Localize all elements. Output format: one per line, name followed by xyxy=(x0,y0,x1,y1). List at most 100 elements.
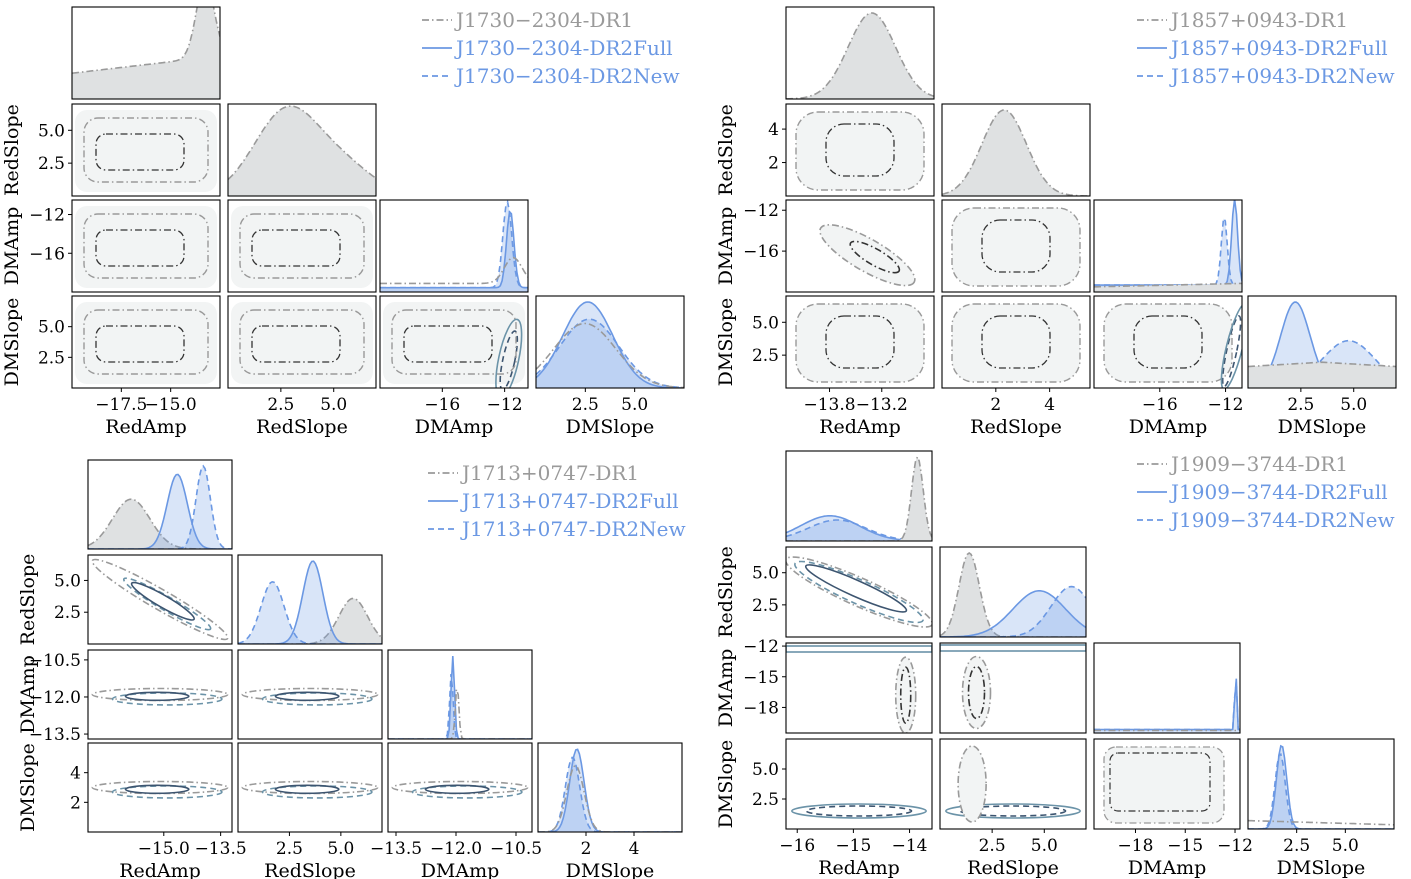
row-axis-label: DMAmp xyxy=(17,655,39,734)
x-tick-label: 2.5 xyxy=(1283,836,1310,856)
legend-entry: J1730−2304-DR1 xyxy=(454,8,633,32)
x-tick-label: 5.0 xyxy=(1340,395,1367,415)
subplot-DMAmp-DMAmp xyxy=(387,649,533,740)
y-tick-label: −12 xyxy=(743,637,779,657)
column-axis-label: RedAmp xyxy=(105,416,187,438)
x-tick-label: −16 xyxy=(424,395,460,415)
row-axis-label: RedSlope xyxy=(1,104,23,196)
subplot-RedSlope-DMSlope xyxy=(237,742,383,833)
x-tick-label: 5.0 xyxy=(327,839,354,859)
subplot-RedAmp-RedAmp xyxy=(87,459,233,550)
y-tick-label: 2.5 xyxy=(752,790,779,810)
subplot-DMAmp-DMSlope xyxy=(387,742,533,833)
subplot-RedSlope-DMSlope xyxy=(939,738,1087,830)
column-axis-label: RedSlope xyxy=(970,416,1062,438)
subplot-RedAmp-RedAmp xyxy=(71,6,221,100)
column-axis-label: DMAmp xyxy=(1128,857,1207,879)
y-tick-label: −13.5 xyxy=(29,725,81,745)
subplot-RedAmp-DMAmp xyxy=(785,642,933,734)
subplot-RedSlope-DMAmp xyxy=(227,199,377,293)
subplot-RedAmp-RedSlope xyxy=(785,546,933,638)
x-tick-label: 2 xyxy=(581,839,592,859)
y-tick-label: 5.0 xyxy=(752,760,779,780)
y-tick-label: −16 xyxy=(743,242,779,262)
subplot-RedAmp-RedAmp xyxy=(785,6,935,100)
y-tick-label: 2 xyxy=(70,793,81,813)
x-tick-label: 5.0 xyxy=(621,395,648,415)
subplot-RedSlope-DMAmp xyxy=(237,649,383,740)
subplot-RedSlope-RedSlope xyxy=(941,103,1091,197)
x-tick-label: −16 xyxy=(1142,395,1178,415)
x-tick-label: 5.0 xyxy=(1031,836,1058,856)
x-tick-label: −12.0 xyxy=(430,839,482,859)
legend-entry: J1909−3744-DR2New xyxy=(1169,508,1395,532)
subplot-DMSlope-DMSlope xyxy=(537,742,683,833)
legend-entry: J1857+0943-DR1 xyxy=(1169,8,1348,32)
x-tick-label: −12 xyxy=(1208,395,1244,415)
x-tick-label: 4 xyxy=(629,839,640,859)
legend-entry: J1713+0747-DR2Full xyxy=(460,489,679,513)
corner-panel-J1909-3744: 2.55.0RedSlope−18−15−12DMAmp2.55.0DMSlop… xyxy=(715,450,1395,879)
x-tick-label: 5.0 xyxy=(320,395,347,415)
column-axis-label: DMAmp xyxy=(1129,416,1208,438)
y-tick-label: 5.0 xyxy=(752,564,779,584)
x-tick-label: −14 xyxy=(892,836,928,856)
subplot-RedSlope-DMSlope xyxy=(227,295,377,389)
y-tick-label: 4 xyxy=(768,120,779,140)
subplot-DMAmp-DMSlope xyxy=(379,295,529,389)
x-tick-label: −10.5 xyxy=(490,839,542,859)
y-tick-label: 2.5 xyxy=(38,154,65,174)
y-tick-label: 2.5 xyxy=(752,596,779,616)
column-axis-label: RedSlope xyxy=(967,857,1059,879)
x-tick-label: −18 xyxy=(1118,836,1154,856)
subplot-RedAmp-DMSlope xyxy=(87,742,233,833)
legend-entry: J1730−2304-DR2New xyxy=(454,64,680,88)
x-tick-label: −13.5 xyxy=(195,839,247,859)
x-tick-label: −15 xyxy=(1167,836,1203,856)
column-axis-label: DMSlope xyxy=(566,860,655,879)
column-axis-label: DMSlope xyxy=(1278,416,1367,438)
row-axis-label: DMAmp xyxy=(1,207,23,286)
x-tick-label: −13.2 xyxy=(856,395,908,415)
x-tick-label: −17.5 xyxy=(95,395,147,415)
y-tick-label: −18 xyxy=(743,698,779,718)
subplot-RedAmp-RedSlope xyxy=(87,554,233,645)
legend-entry: J1713+0747-DR1 xyxy=(460,461,639,485)
y-tick-label: −12 xyxy=(29,206,65,226)
x-tick-label: 5.0 xyxy=(1332,836,1359,856)
x-tick-label: −12 xyxy=(1217,836,1253,856)
subplot-RedAmp-RedSlope xyxy=(785,103,935,197)
subplot-DMAmp-DMSlope xyxy=(1093,295,1243,389)
column-axis-label: DMAmp xyxy=(421,860,500,879)
subplot-RedAmp-DMAmp xyxy=(785,199,935,293)
x-tick-label: −15.0 xyxy=(145,395,197,415)
row-axis-label: DMSlope xyxy=(1,298,23,387)
x-tick-label: −12 xyxy=(487,395,523,415)
subplot-RedSlope-RedSlope xyxy=(939,546,1087,638)
subplot-DMAmp-DMAmp xyxy=(1093,642,1241,734)
column-axis-label: DMAmp xyxy=(415,416,494,438)
y-tick-label: 4 xyxy=(70,764,81,784)
subplot-RedAmp-RedAmp xyxy=(785,450,933,542)
x-tick-label: 2.5 xyxy=(276,839,303,859)
y-tick-label: −15 xyxy=(743,668,779,688)
y-tick-label: −12 xyxy=(743,201,779,221)
row-axis-label: DMAmp xyxy=(715,207,737,286)
y-tick-label: 2.5 xyxy=(752,346,779,366)
y-tick-label: −16 xyxy=(29,244,65,264)
subplot-DMAmp-DMAmp xyxy=(379,199,529,293)
x-tick-label: 2 xyxy=(990,395,1001,415)
column-axis-label: DMSlope xyxy=(1277,857,1366,879)
x-tick-label: 2.5 xyxy=(1287,395,1314,415)
subplot-DMSlope-DMSlope xyxy=(535,295,685,389)
x-tick-label: −15.0 xyxy=(138,839,190,859)
y-tick-label: −10.5 xyxy=(29,651,81,671)
row-axis-label: RedSlope xyxy=(715,104,737,196)
subplot-RedSlope-DMSlope xyxy=(941,295,1091,389)
x-tick-label: 2.5 xyxy=(979,836,1006,856)
column-axis-label: RedAmp xyxy=(818,857,900,879)
subplot-RedAmp-DMAmp xyxy=(87,649,233,740)
subplot-RedSlope-DMAmp xyxy=(941,199,1091,293)
column-axis-label: RedSlope xyxy=(256,416,348,438)
subplot-RedAmp-RedSlope xyxy=(71,103,221,197)
